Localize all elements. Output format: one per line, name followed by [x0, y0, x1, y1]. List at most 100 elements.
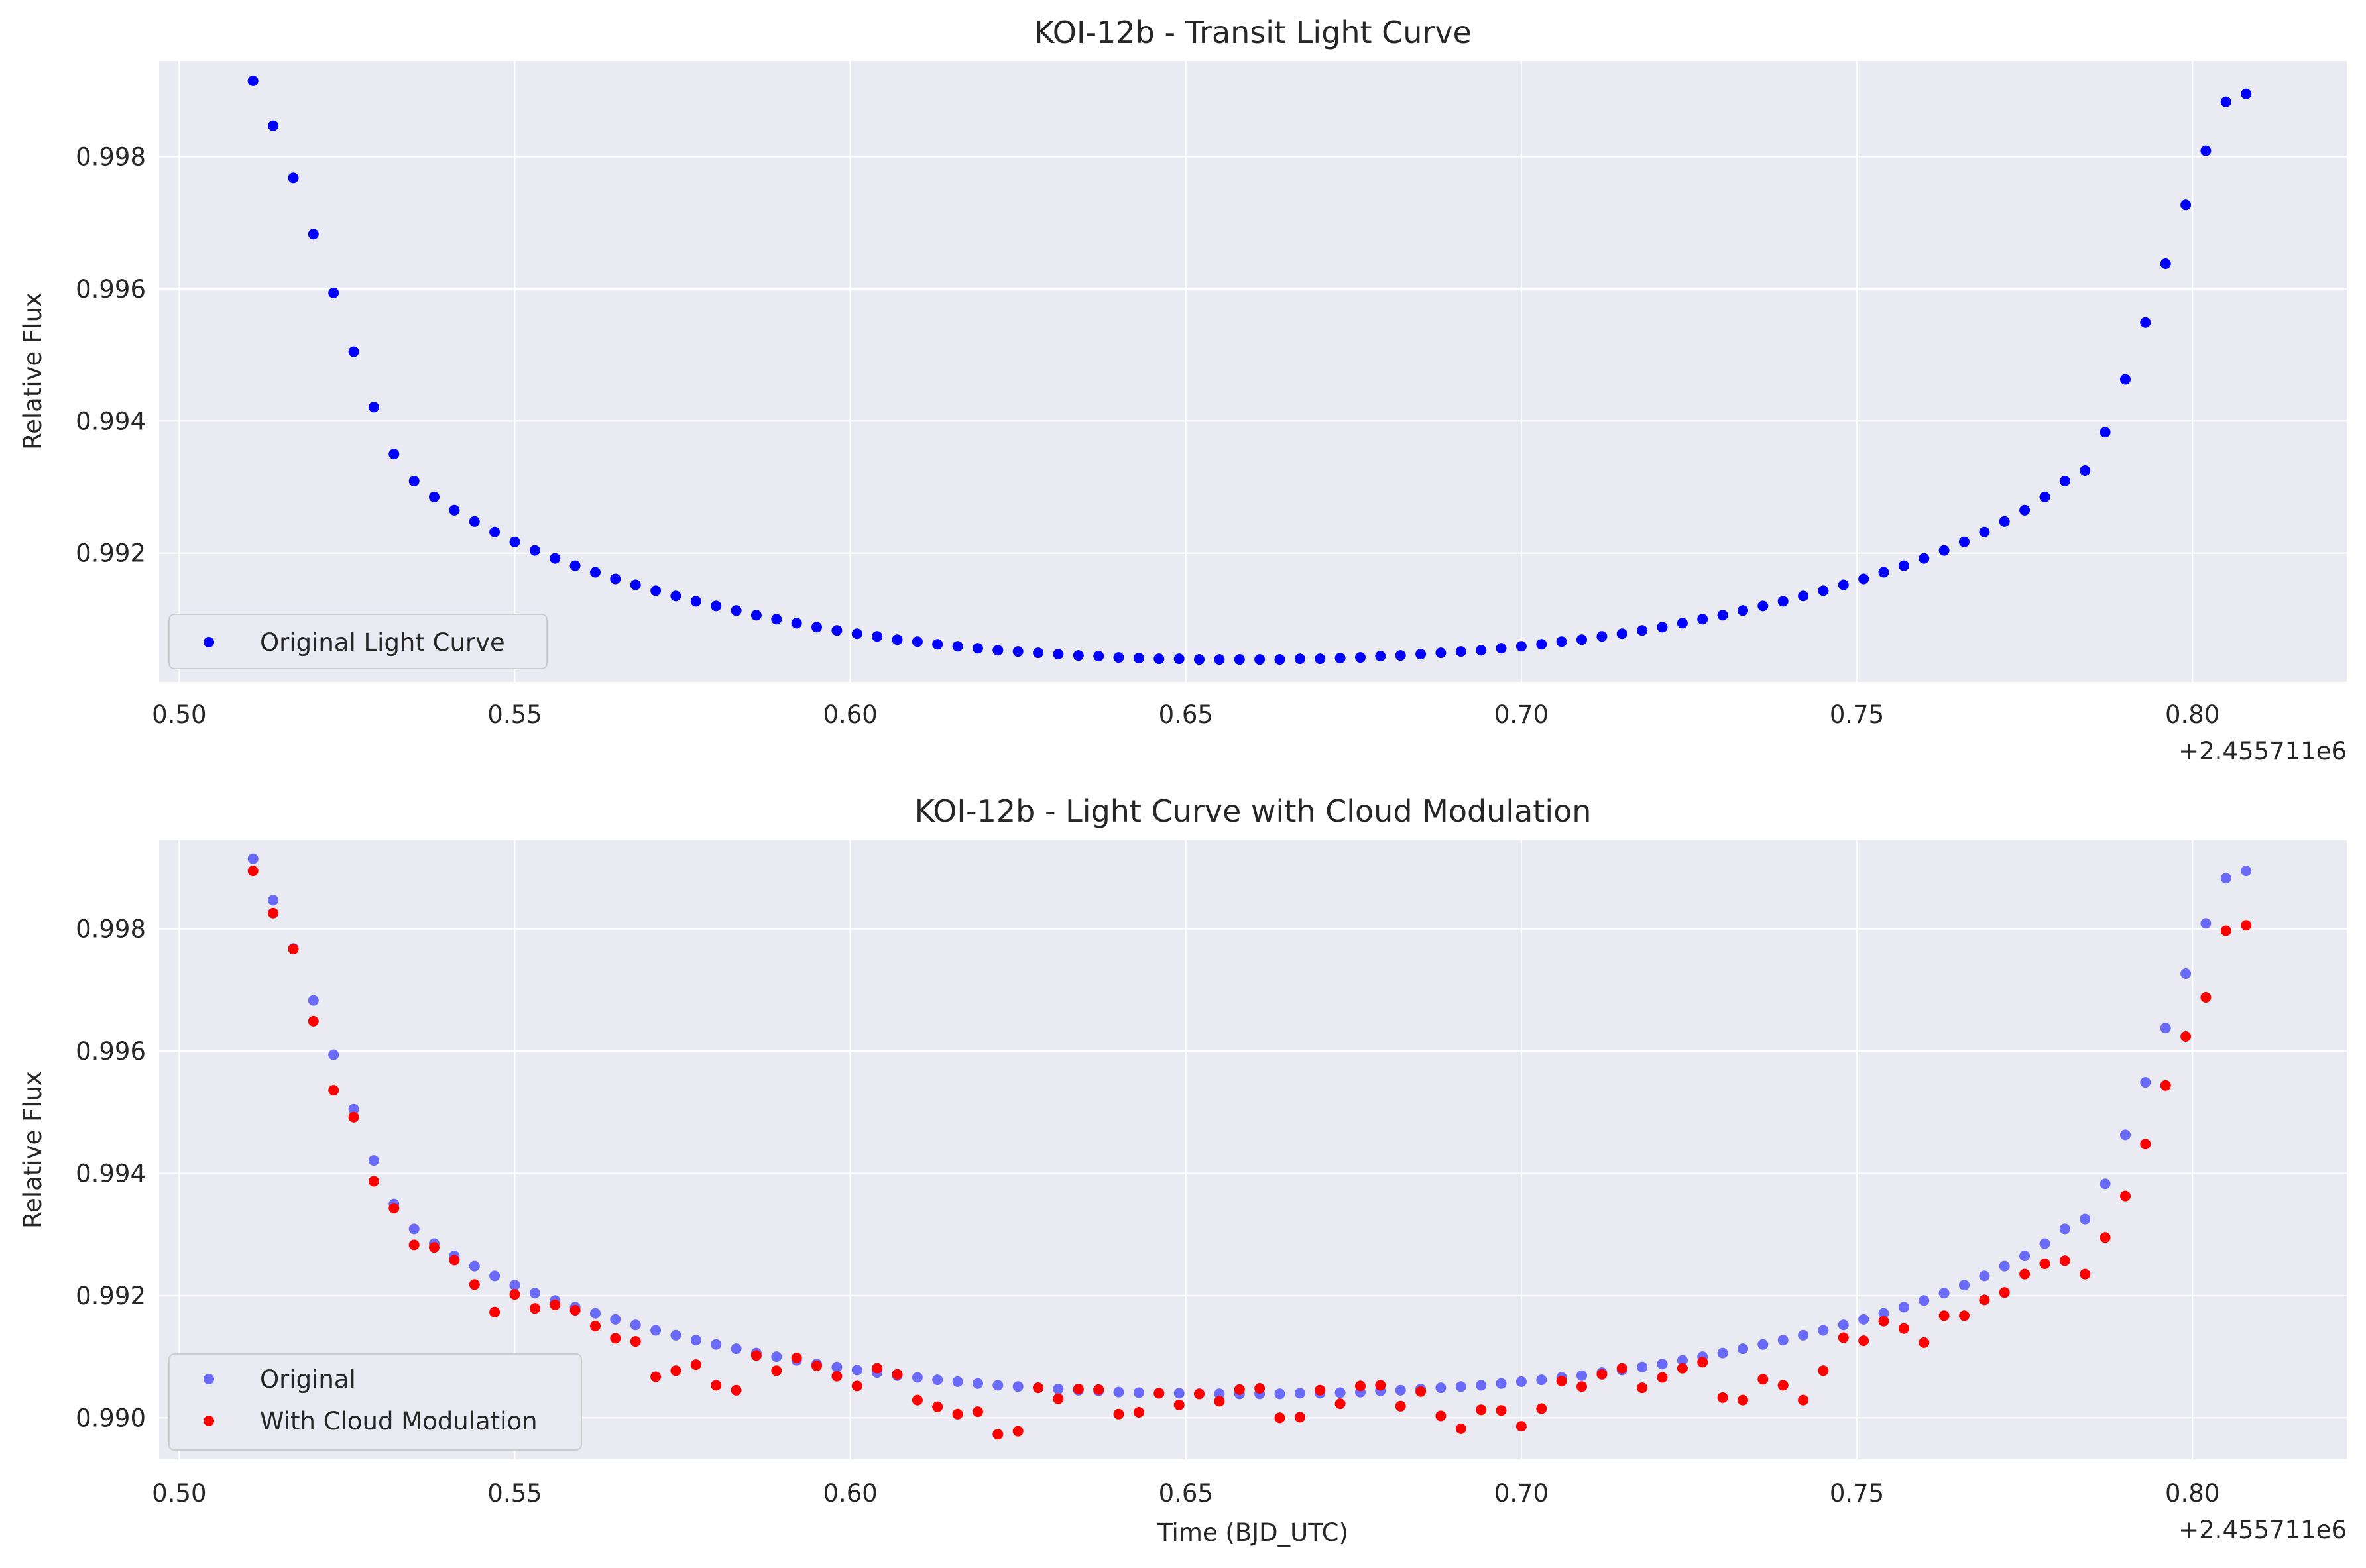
x-tick-label: 0.80 [2165, 1479, 2219, 1508]
data-point [569, 560, 581, 571]
x-tick-labels: 0.50 0.55 0.60 0.65 0.70 0.75 0.80 [152, 700, 2219, 729]
data-point [1294, 1412, 1305, 1423]
data-point [1334, 1387, 1346, 1398]
data-point [1637, 625, 1648, 636]
data-point [1073, 650, 1084, 661]
data-point [308, 229, 319, 240]
data-point [1496, 1405, 1507, 1416]
y-tick-label: 0.996 [76, 275, 146, 304]
data-point [811, 1360, 822, 1371]
data-point [1979, 1270, 1990, 1282]
y-tick-label: 0.996 [76, 1037, 146, 1066]
y-tick-labels: 0.992 0.994 0.996 0.998 [76, 143, 146, 568]
data-point [1596, 631, 1608, 642]
data-point [650, 585, 662, 596]
data-point [750, 610, 762, 621]
data-point [1798, 1394, 1809, 1406]
plot-area [159, 61, 2347, 682]
data-point [1999, 1260, 2010, 1272]
data-point [711, 1339, 722, 1350]
data-point [550, 1299, 561, 1310]
data-point [1757, 600, 1769, 612]
data-point [892, 1369, 903, 1380]
data-point [912, 1394, 923, 1406]
data-point [650, 1371, 662, 1382]
data-point [2241, 88, 2252, 99]
data-point [1214, 1396, 1225, 1407]
data-point [1798, 590, 1809, 602]
x-tick-label: 0.65 [1159, 1479, 1213, 1508]
data-point [1254, 1383, 1266, 1394]
data-point [872, 1363, 883, 1374]
data-point [1012, 1381, 1024, 1392]
data-point [1113, 1408, 1124, 1420]
data-point [1938, 1310, 1950, 1321]
y-tick-label: 0.992 [76, 539, 146, 568]
data-point [368, 1176, 379, 1187]
chart-title: KOI-12b - Light Curve with Cloud Modulat… [915, 793, 1592, 829]
data-point [1576, 1370, 1587, 1381]
legend: Original With Cloud Modulation [168, 1353, 582, 1451]
data-point [1637, 1361, 1648, 1372]
data-point [973, 643, 983, 654]
data-point [509, 1280, 520, 1291]
data-point [1979, 1294, 1990, 1306]
data-point [2200, 145, 2212, 156]
data-point [650, 1325, 662, 1336]
data-point [1556, 636, 1567, 647]
data-point [529, 1288, 540, 1299]
data-point [1616, 1363, 1627, 1374]
data-point [529, 1303, 540, 1314]
data-point [2120, 1190, 2131, 1202]
data-point [1515, 1421, 1527, 1432]
data-point [831, 1371, 843, 1382]
data-point [2019, 1268, 2031, 1280]
data-point [1777, 1380, 1789, 1391]
data-point [992, 1380, 1004, 1391]
data-point [1274, 654, 1285, 665]
data-point [1858, 1335, 1869, 1347]
data-point [952, 641, 963, 652]
data-point [247, 75, 259, 86]
data-point [1053, 649, 1064, 660]
data-point [1536, 1374, 1547, 1386]
data-point [2059, 1255, 2070, 1266]
data-point [2039, 1259, 2050, 1269]
data-point [247, 853, 259, 864]
data-point [1818, 1365, 1829, 1376]
data-point [952, 1408, 963, 1420]
data-point [1616, 628, 1627, 640]
data-point [1294, 653, 1305, 665]
data-point [2140, 1077, 2151, 1088]
data-point [1173, 1399, 1185, 1410]
transit-light-curve-panel: 0.992 0.994 0.996 0.998 0.50 0.55 0.60 0.65 0.7… [19, 15, 2347, 765]
legend-label: With Cloud Modulation [260, 1407, 538, 1435]
data-point [1677, 618, 1688, 629]
y-axis-label: Relative Flux [19, 1071, 47, 1229]
data-point [1757, 1339, 1769, 1350]
data-point [529, 545, 540, 556]
data-point [1858, 1314, 1869, 1325]
data-point [973, 1406, 983, 1418]
y-tick-labels: 0.990 0.992 0.994 0.996 0.998 [76, 915, 146, 1433]
data-point [489, 526, 501, 537]
data-point [590, 567, 601, 578]
data-point [1334, 1398, 1346, 1410]
data-point [2180, 968, 2192, 979]
x-tick-label: 0.60 [823, 1479, 877, 1508]
x-tick-label: 0.75 [1830, 700, 1884, 729]
data-point [1455, 1381, 1466, 1392]
data-point [690, 1335, 701, 1346]
data-point [1395, 1384, 1406, 1396]
data-point [2120, 374, 2131, 385]
data-point [308, 995, 319, 1006]
data-point [2140, 1139, 2151, 1150]
data-point [2180, 199, 2192, 211]
data-point [711, 1380, 722, 1391]
data-point [932, 639, 943, 650]
y-tick-label: 0.990 [76, 1404, 146, 1432]
x-tick-label: 0.55 [487, 700, 542, 729]
data-point [1093, 1384, 1104, 1395]
data-point [2080, 1213, 2091, 1225]
